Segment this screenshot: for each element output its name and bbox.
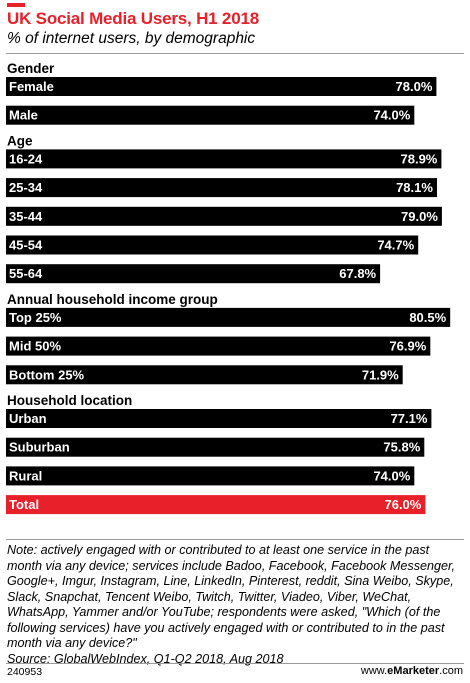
bar-suburban (6, 437, 425, 457)
bar-16-24 (6, 149, 442, 169)
bar-35-44 (6, 206, 442, 226)
value-label-55-64: 67.8% (339, 266, 376, 281)
bar-label-top-25: Top 25% (9, 310, 62, 325)
chart-note: Note: actively engaged with or contribut… (7, 543, 465, 667)
bar-label-55-64: 55-64 (9, 266, 43, 281)
bar-mid-50 (6, 336, 431, 356)
bar-rural (6, 466, 415, 486)
group-heading-annual-household-income-group: Annual household income group (7, 292, 218, 307)
bar-label-mid-50: Mid 50% (9, 339, 61, 354)
value-label-bottom-25: 71.9% (362, 367, 399, 382)
bar-bottom-25 (6, 365, 403, 385)
bar-45-54 (6, 235, 419, 255)
value-label-25-34: 78.1% (396, 180, 433, 195)
value-label-mid-50: 76.9% (389, 339, 426, 354)
value-label-male: 74.0% (373, 108, 410, 123)
group-heading-age: Age (7, 133, 33, 148)
value-label-female: 78.0% (396, 79, 433, 94)
footer-divider (6, 663, 464, 664)
top-divider (6, 53, 464, 54)
group-heading-household-location: Household location (7, 393, 132, 408)
brand-name: eMarketer (387, 665, 440, 677)
bar-label-25-34: 25-34 (9, 180, 43, 195)
value-label-total: 76.0% (384, 497, 421, 512)
chart-id: 240953 (7, 666, 43, 678)
bar-male (6, 105, 415, 125)
value-label-45-54: 74.7% (377, 238, 414, 253)
bar-female (6, 77, 437, 96)
bar-label-total: Total (9, 497, 39, 512)
value-label-16-24: 78.9% (401, 151, 438, 166)
bar-top-25 (6, 307, 451, 327)
bar-label-suburban: Suburban (9, 440, 70, 455)
chart-title: UK Social Media Users, H1 2018 (7, 9, 259, 28)
value-label-suburban: 75.8% (383, 440, 420, 455)
bottom-divider (6, 539, 464, 540)
bar-label-16-24: 16-24 (9, 151, 43, 166)
value-label-rural: 74.0% (373, 468, 410, 483)
bar-urban (6, 409, 432, 428)
group-heading-gender: Gender (7, 61, 55, 76)
value-label-35-44: 79.0% (401, 209, 438, 224)
brand-prefix: www. (360, 665, 388, 677)
bar-label-female: Female (9, 79, 54, 94)
source-text: Source: GlobalWebIndex, Q1-Q2 2018, Aug … (7, 651, 284, 666)
header-accent-rule (7, 3, 25, 7)
bar-label-male: Male (9, 108, 38, 123)
note-text: Note: actively engaged with or contribut… (7, 543, 456, 650)
bar-label-bottom-25: Bottom 25% (9, 367, 85, 382)
bar-chart: Gender Female 78.0% Male 74.0% Age 16-24 78.9% 2… (6, 61, 451, 515)
bar-label-45-54: 45-54 (9, 238, 43, 253)
emarketer-logo[interactable]: www.eMarketer.com (361, 665, 463, 677)
bar-label-rural: Rural (9, 468, 42, 483)
bar-55-64 (6, 264, 381, 284)
bar-total (6, 495, 426, 515)
value-label-top-25: 80.5% (409, 310, 446, 325)
bar-label-urban: Urban (9, 411, 47, 426)
value-label-urban: 77.1% (391, 411, 428, 426)
chart-subtitle: % of internet users, by demographic (7, 30, 256, 47)
bar-25-34 (6, 178, 437, 198)
bar-label-35-44: 35-44 (9, 209, 43, 224)
brand-suffix: .com (439, 665, 463, 677)
